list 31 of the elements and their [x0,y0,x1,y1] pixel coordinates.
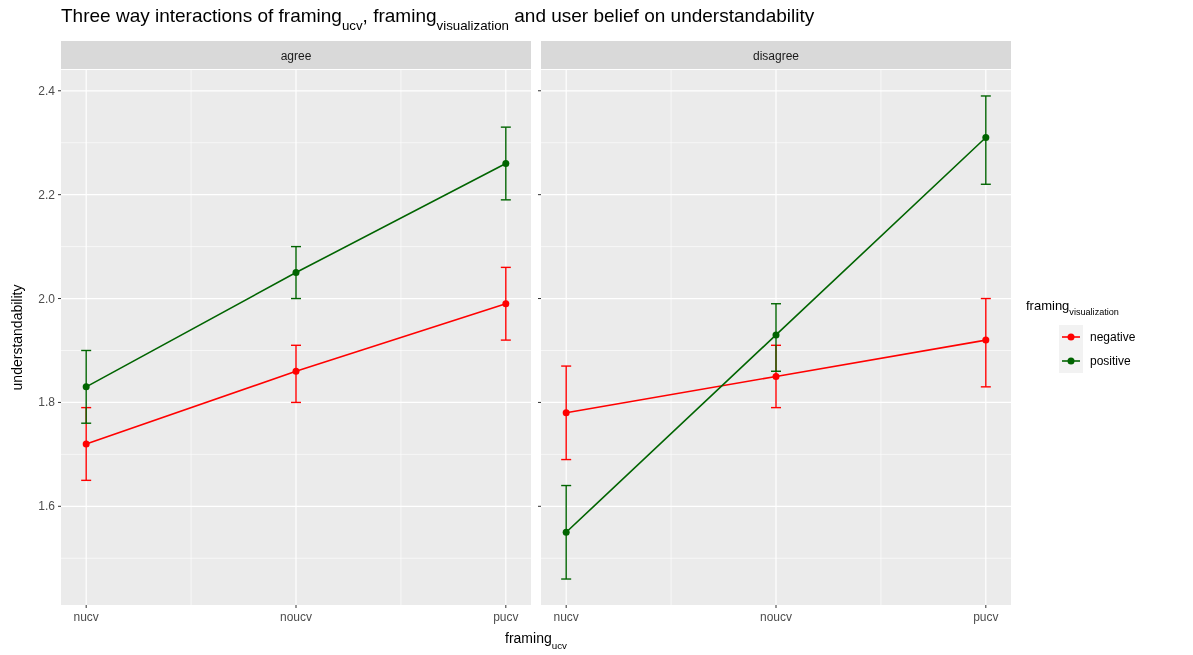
y-tick-label: 2.4 [38,83,56,98]
point [772,372,780,380]
point [502,300,510,308]
legend-label: positive [1090,354,1132,368]
point [82,383,90,391]
y-tick-label: 1.6 [38,499,56,514]
x-tick-label: nucv [553,610,579,624]
x-tick-label: pucv [973,610,999,624]
point [502,160,510,167]
legend-title: framing$_{visualization}$ [1026,298,1119,317]
y-tick-label: 2.2 [38,187,56,202]
point [982,336,990,344]
y-tick-label: 1.8 [38,395,56,410]
chart-subtitle: agree [280,49,312,63]
x-tick-label: pucv [493,610,519,624]
x-tick-label: noucv [759,610,793,624]
x-tick-label: noucv [279,610,313,624]
point [982,134,990,142]
point [292,269,300,277]
point [772,331,780,339]
x-tick-label: nucv [73,610,99,624]
point [562,528,570,536]
point [292,367,300,375]
legend-label: negative [1090,330,1136,344]
x-axis-title: framing$_{ucv}$ [505,630,568,651]
point [82,440,90,448]
point [562,409,570,417]
chart-title: Three way interactions of framing$_{ucv}$, framing$_{visualization}$ and user belief on understandability [61,5,815,33]
chart-subtitle: disagree [752,49,800,63]
y-tick-label: 2.0 [38,291,56,306]
y-axis-title: understandability [9,284,25,391]
